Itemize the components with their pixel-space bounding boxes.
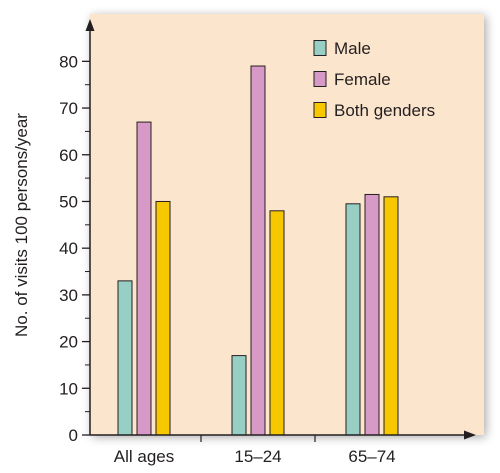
legend-swatch-male (313, 40, 327, 56)
y-axis-title: No. of visits 100 persons/year (12, 113, 31, 337)
legend-label-female: Female (334, 70, 391, 89)
bar-female-2 (364, 193, 380, 436)
bar-male-0 (117, 280, 133, 436)
y-tick-label: 30 (59, 286, 78, 305)
x-category-labels: All ages 15–24 65–74 (114, 435, 396, 466)
bar-both-genders-1 (269, 210, 285, 436)
legend-swatch-female (313, 71, 327, 87)
bar-female-1 (250, 65, 266, 436)
legend: Male Female Both genders (313, 39, 435, 120)
y-tick-label: 60 (59, 146, 78, 165)
legend-label-male: Male (334, 39, 371, 58)
bar-female-0 (136, 121, 152, 436)
y-tick-label: 40 (59, 239, 78, 258)
y-tick-label: 80 (59, 52, 78, 71)
bar-male-1 (231, 355, 247, 436)
legend-label-both-genders: Both genders (334, 101, 435, 120)
x-category-label: 65–74 (348, 447, 395, 466)
bar-male-2 (345, 203, 361, 436)
y-axis-arrowhead (85, 19, 95, 31)
y-tick-label: 50 (59, 192, 78, 211)
y-tick-label: 70 (59, 99, 78, 118)
y-tick-label: 0 (69, 426, 78, 445)
bars-layer (117, 65, 399, 436)
y-tick-label: 20 (59, 333, 78, 352)
x-axis-arrowhead (464, 430, 476, 440)
bar-both-genders-2 (383, 196, 399, 436)
x-category-label: All ages (114, 447, 174, 466)
y-tick-label: 10 (59, 379, 78, 398)
legend-swatch-both-genders (313, 102, 327, 118)
bar-both-genders-0 (155, 200, 171, 436)
axes (85, 19, 476, 440)
y-ticks: 0 10 20 30 40 50 60 70 80 (59, 52, 90, 445)
x-category-label: 15–24 (234, 447, 281, 466)
